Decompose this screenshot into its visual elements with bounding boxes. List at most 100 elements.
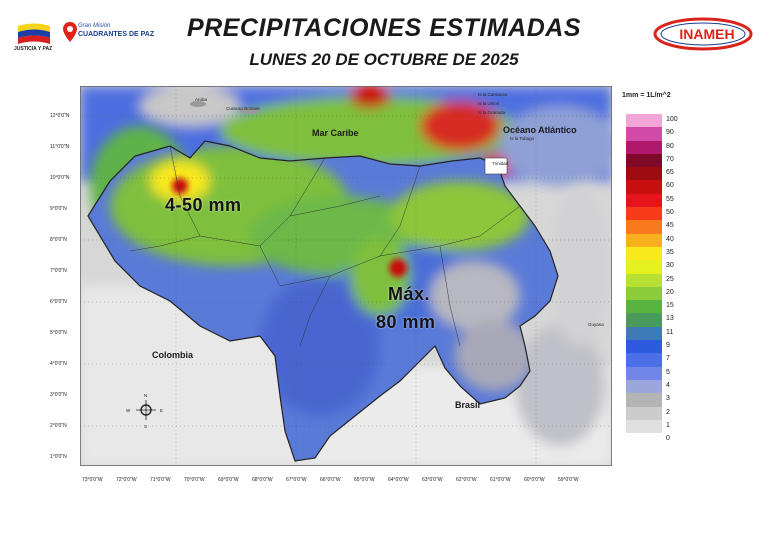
lon-tick: 70°0'0"W xyxy=(184,477,205,483)
legend-swatch xyxy=(626,366,662,380)
location-pin-icon xyxy=(63,22,77,42)
legend-swatch xyxy=(626,246,662,261)
legend-swatch xyxy=(626,313,662,327)
lon-tick: 66°0'0"W xyxy=(320,477,341,483)
legend-item: 13 xyxy=(626,313,674,327)
compass-e: E xyxy=(160,408,164,413)
lat-tick: 11°0'0"N xyxy=(50,144,70,150)
legend-item: 100 xyxy=(626,114,678,128)
legend-item: 15 xyxy=(626,300,674,314)
lat-tick: 8°0'0"N xyxy=(50,237,67,243)
inameh-text: INAMEH xyxy=(679,26,735,42)
legend-label: 35 xyxy=(666,248,674,256)
legend-swatch xyxy=(626,114,662,128)
legend-item: 7 xyxy=(626,353,670,367)
legend-label: 15 xyxy=(666,302,674,310)
label-mar-caribe: Mar Caribe xyxy=(312,128,359,138)
label-granada: Is la Granada xyxy=(478,110,506,115)
legend-item: 50 xyxy=(626,207,674,221)
legend-item: 90 xyxy=(626,127,674,141)
label-aruba: Aruba xyxy=(195,97,208,102)
lat-tick: 12°0'0"N xyxy=(50,113,70,119)
lon-tick: 68°0'0"W xyxy=(252,477,273,483)
lat-tick: 9°0'0"N xyxy=(50,206,67,212)
lon-tick: 72°0'0"W xyxy=(116,477,137,483)
legend-item: 65 xyxy=(626,167,674,181)
legend-label: 100 xyxy=(666,116,678,123)
legend-label: 60 xyxy=(666,182,674,190)
legend-label: 7 xyxy=(666,355,670,363)
annotation-max-label: Máx. xyxy=(388,284,431,304)
label-colombia: Colombia xyxy=(152,350,194,360)
legend-item: 25 xyxy=(626,273,674,287)
lon-tick: 63°0'0"W xyxy=(422,477,443,483)
legend-swatch xyxy=(626,140,662,154)
legend-swatch xyxy=(626,220,662,234)
label-carriacou: Is la Carriacou xyxy=(478,92,508,97)
legend-swatch xyxy=(626,273,662,287)
annotation-range: 4-50 mm xyxy=(165,195,242,215)
legend-label: 55 xyxy=(666,195,674,203)
lon-tick: 65°0'0"W xyxy=(354,477,375,483)
compass-icon xyxy=(136,400,156,420)
legend-swatch xyxy=(626,127,662,141)
legend-label: 13 xyxy=(666,315,674,323)
legend-swatch xyxy=(626,300,662,314)
legend-item: 40 xyxy=(626,233,674,247)
legend-label: 11 xyxy=(666,328,674,336)
legend-item: 2 xyxy=(626,406,670,420)
inameh-logo: INAMEH xyxy=(652,16,754,52)
legend-unit: 1mm = 1L/m^2 xyxy=(622,92,671,99)
venezuela-flag-icon xyxy=(18,23,50,44)
precipitation-legend: 100 90 80 70 65 60 55 50 45 40 35 30 25 20 15 13 11 9 7 5 4 3… xyxy=(626,114,678,447)
legend-swatch xyxy=(626,379,662,394)
lon-tick: 71°0'0"W xyxy=(150,477,171,483)
legend-swatch xyxy=(626,167,662,181)
lon-tick: 60°0'0"W xyxy=(524,477,545,483)
label-trinidad: Trinidad xyxy=(492,161,509,166)
legend-swatch xyxy=(626,260,662,274)
legend-swatch xyxy=(626,406,662,420)
legend-label: 3 xyxy=(666,395,670,403)
legend-swatch xyxy=(626,326,662,341)
legend-item: 30 xyxy=(626,260,674,274)
label-union: Is la Union xyxy=(478,101,500,106)
legend-item: 80 xyxy=(626,140,674,154)
legend-label: 25 xyxy=(666,275,674,283)
legend-item: 0 xyxy=(626,433,670,447)
annotation-max-value: 80 mm xyxy=(376,312,436,332)
lat-tick: 4°0'0"N xyxy=(50,361,67,367)
legend-item: 70 xyxy=(626,153,674,168)
lat-tick: 5°0'0"N xyxy=(50,330,67,336)
legend-label: 70 xyxy=(666,155,674,163)
lat-tick: 3°0'0"N xyxy=(50,392,67,398)
precipitation-map xyxy=(80,84,620,466)
legend-label: 9 xyxy=(666,342,670,350)
lon-tick: 73°0'0"W xyxy=(82,477,103,483)
legend-label: 20 xyxy=(666,288,674,296)
lon-tick: 64°0'0"W xyxy=(388,477,409,483)
label-guyana: Guyana xyxy=(588,322,604,327)
lat-tick: 7°0'0"N xyxy=(50,268,67,274)
legend-label: 50 xyxy=(666,209,674,217)
legend-swatch xyxy=(626,340,662,354)
legend-item: 45 xyxy=(626,220,674,234)
left-logos: JUSTICIA Y PAZ Gran Misión CUADRANTES DE… xyxy=(14,18,174,54)
legend-item: 11 xyxy=(626,326,673,341)
legend-label: 30 xyxy=(666,262,674,270)
cuadrantes-paz-text: CUADRANTES DE PAZ xyxy=(78,31,155,38)
legend-swatch xyxy=(626,393,662,407)
legend-swatch xyxy=(626,153,662,168)
lat-tick: 2°0'0"N xyxy=(50,423,67,429)
legend-swatch xyxy=(626,286,662,301)
legend-item: 60 xyxy=(626,180,674,194)
justicia-paz-caption: JUSTICIA Y PAZ xyxy=(14,46,53,52)
lat-tick: 1°0'0"N xyxy=(50,454,67,460)
legend-label: 2 xyxy=(666,408,670,416)
gran-mision-text: Gran Misión xyxy=(78,23,111,29)
legend-item: 3 xyxy=(626,393,670,407)
legend-label: 4 xyxy=(666,381,670,389)
label-brasil: Brasil xyxy=(455,400,481,410)
legend-swatch xyxy=(626,233,662,247)
label-curacao: Curacao Bonaire xyxy=(226,106,260,111)
